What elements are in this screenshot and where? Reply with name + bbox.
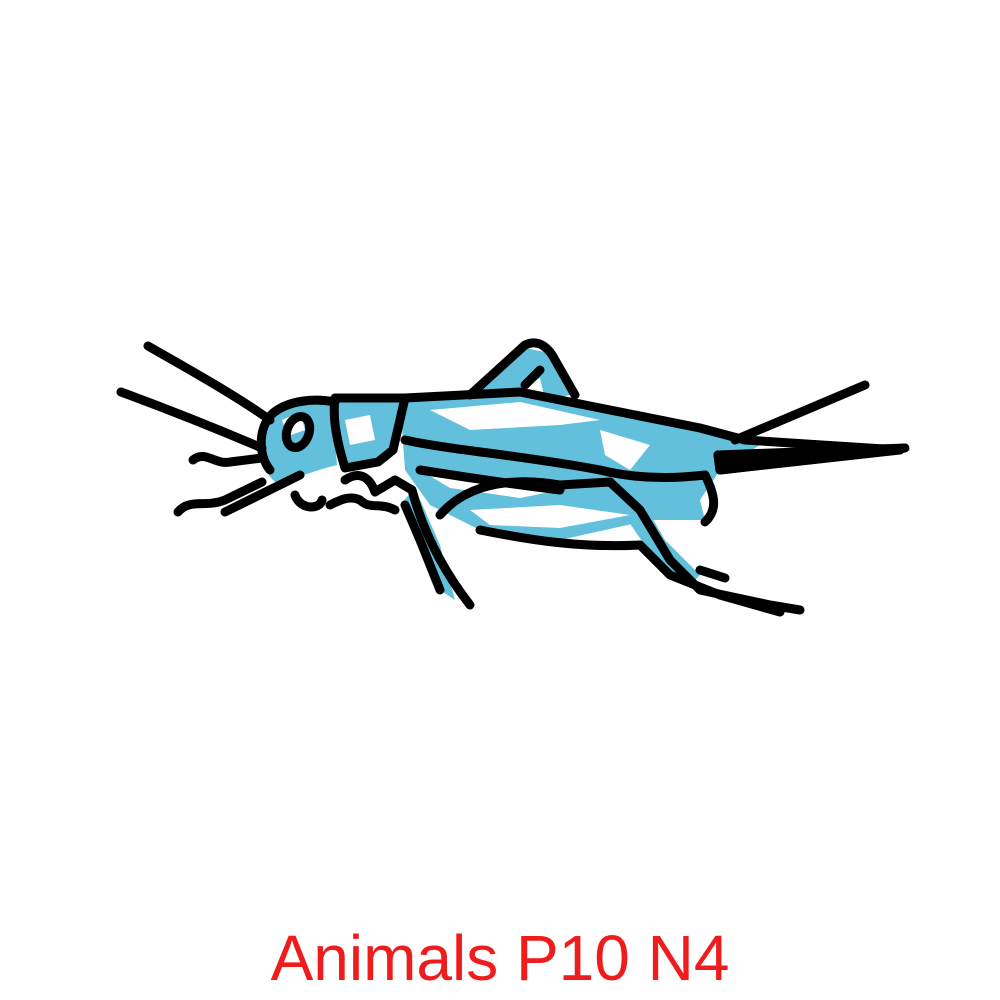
cricket-outline bbox=[116, 338, 910, 617]
caption-label: Animals P10 N4 bbox=[270, 922, 730, 994]
